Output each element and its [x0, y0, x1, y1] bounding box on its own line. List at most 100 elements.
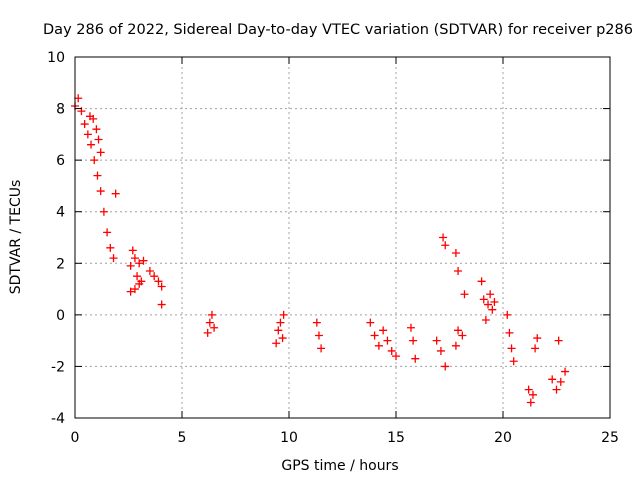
data-point-marker [533, 334, 542, 343]
y-tick-label: 10 [47, 50, 65, 66]
data-point-marker [370, 331, 379, 340]
plot-frame [74, 56, 611, 419]
data-point-marker [490, 297, 499, 306]
data-point-marker [278, 334, 287, 343]
data-point-marker [458, 331, 467, 340]
data-point-marker [552, 385, 561, 394]
data-point-marker [477, 277, 486, 286]
grid-lines [75, 57, 610, 418]
data-point-marker [526, 398, 535, 407]
data-point-marker [387, 346, 396, 355]
data-point-marker [111, 189, 120, 198]
data-point-marker [411, 354, 420, 363]
data-point-marker [556, 377, 565, 386]
data-point-marker [83, 130, 92, 139]
data-point-marker [99, 207, 108, 216]
data-point-marker [528, 390, 537, 399]
chart-title: Day 286 of 2022, Sidereal Day-to-day VTE… [43, 22, 633, 38]
data-point-marker [130, 285, 139, 294]
data-point-marker [383, 336, 392, 345]
x-tick-label: 0 [71, 430, 80, 446]
data-point-marker [126, 261, 135, 270]
data-point-marker [135, 279, 144, 288]
data-point-marker [561, 367, 570, 376]
data-point-marker [524, 385, 533, 394]
y-axis-label: SDTVAR / TECUs [8, 180, 24, 295]
data-point-marker [409, 336, 418, 345]
data-point-marker [406, 323, 415, 332]
data-point-marker [460, 290, 469, 299]
y-tick-label: -2 [51, 359, 65, 375]
data-point-marker [509, 357, 518, 366]
data-point-marker [90, 156, 99, 165]
x-tick-label: 20 [494, 430, 512, 446]
y-tick-label: 6 [56, 153, 65, 169]
data-point-marker [451, 248, 460, 257]
data-point-marker [139, 256, 148, 265]
data-point-marker [133, 272, 142, 281]
data-point-marker [503, 310, 512, 319]
data-point-marker [366, 318, 375, 327]
data-point-marker [451, 341, 460, 350]
data-point-marker [279, 310, 288, 319]
data-point-marker [272, 339, 281, 348]
x-tick-label: 15 [387, 430, 405, 446]
data-point-marker [93, 171, 102, 180]
data-point-marker [274, 326, 283, 335]
data-point-marker [374, 341, 383, 350]
data-point-marker [507, 344, 516, 353]
data-point-marker [210, 323, 219, 332]
data-point-marker [441, 362, 450, 371]
data-point-marker [94, 135, 103, 144]
y-tick-label: 4 [56, 205, 65, 221]
data-point-marker [80, 120, 89, 129]
data-point-marker [207, 310, 216, 319]
data-point-marker [314, 331, 323, 340]
data-point-marker [89, 114, 98, 123]
data-point-marker [439, 233, 448, 242]
x-tick-label: 10 [280, 430, 298, 446]
data-point-marker [135, 259, 144, 268]
y-tick-label: 8 [56, 102, 65, 118]
data-point-marker [92, 125, 101, 134]
data-point-marker [130, 254, 139, 263]
data-point-marker [87, 140, 96, 149]
data-point-marker [441, 241, 450, 250]
data-point-marker [157, 282, 166, 291]
x-axis-label: GPS time / hours [281, 458, 398, 474]
data-point-marker [317, 344, 326, 353]
axis-ticks: 0 5 10 15 20 25 -4 -2 0 2 4 6 8 10 [47, 50, 619, 446]
data-point-marker [128, 246, 137, 255]
y-tick-label: 2 [56, 256, 65, 272]
data-point-marker [379, 326, 388, 335]
data-point-marker [531, 344, 540, 353]
data-point-marker [154, 277, 163, 286]
data-point-marker [205, 318, 214, 327]
data-point-marker [505, 328, 514, 337]
data-point-marker [312, 318, 321, 327]
data-point-marker [106, 243, 115, 252]
data-point-marker [436, 346, 445, 355]
data-point-marker [488, 305, 497, 314]
data-point-marker [145, 267, 154, 276]
data-point-marker [486, 290, 495, 299]
data-point-marker [103, 228, 112, 237]
data-point-marker [150, 272, 159, 281]
data-point-marker [484, 300, 493, 309]
data-point-marker [454, 326, 463, 335]
data-point-marker [276, 318, 285, 327]
data-point-marker [392, 352, 400, 361]
data-point-marker [479, 295, 488, 304]
data-point-marker [454, 267, 463, 276]
y-tick-label: -4 [51, 411, 65, 427]
data-point-marker [554, 336, 563, 345]
data-point-marker [74, 94, 83, 103]
x-tick-label: 25 [601, 430, 619, 446]
data-point-marker [157, 300, 166, 309]
data-point-marker [481, 316, 490, 325]
data-point-marker [203, 328, 212, 337]
data-point-marker [432, 336, 441, 345]
data-point-marker [96, 148, 105, 157]
data-point-marker [109, 254, 118, 263]
